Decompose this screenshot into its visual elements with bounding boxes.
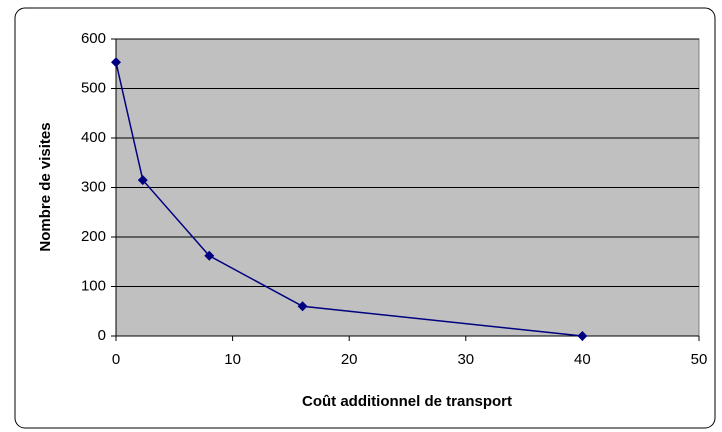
x-tick-label: 0 — [112, 351, 120, 368]
x-tick-label: 10 — [224, 351, 241, 368]
data-point — [577, 331, 588, 341]
x-axis-label: Coût additionnel de transport — [302, 393, 512, 410]
y-tick-label: 400 — [81, 129, 106, 146]
x-tick-label: 20 — [341, 351, 358, 368]
data-point — [137, 175, 148, 186]
data-point — [297, 301, 308, 312]
y-tick-label: 0 — [98, 327, 106, 344]
y-tick-label: 200 — [81, 228, 106, 245]
y-axis-label: Nombre de visites — [37, 122, 54, 251]
y-tick-label: 300 — [81, 178, 106, 195]
y-tick-label: 500 — [81, 79, 106, 96]
data-point — [111, 57, 121, 68]
x-tick-label: 30 — [457, 351, 474, 368]
x-tick-label: 50 — [691, 351, 708, 368]
y-tick-label: 100 — [81, 277, 106, 294]
data-point — [204, 250, 215, 261]
x-tick-label: 40 — [574, 351, 591, 368]
y-tick-label: 600 — [81, 30, 106, 47]
